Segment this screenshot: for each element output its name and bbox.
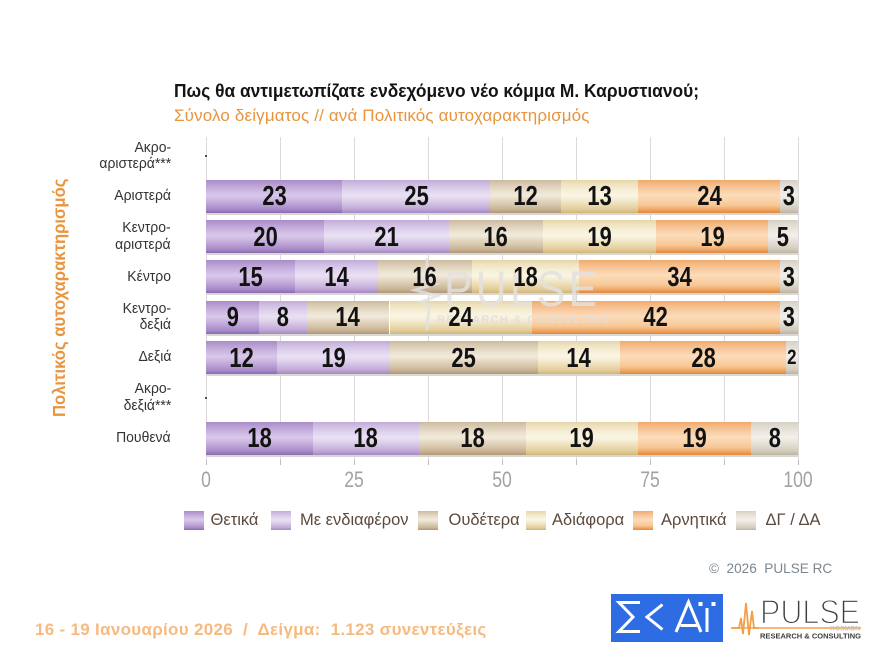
svg-text:RESEARCH & CONSULTING: RESEARCH & CONSULTING	[760, 632, 861, 641]
svg-text:PULSE: PULSE	[760, 594, 860, 632]
svg-text:KOSMON: KOSMON	[830, 627, 860, 633]
